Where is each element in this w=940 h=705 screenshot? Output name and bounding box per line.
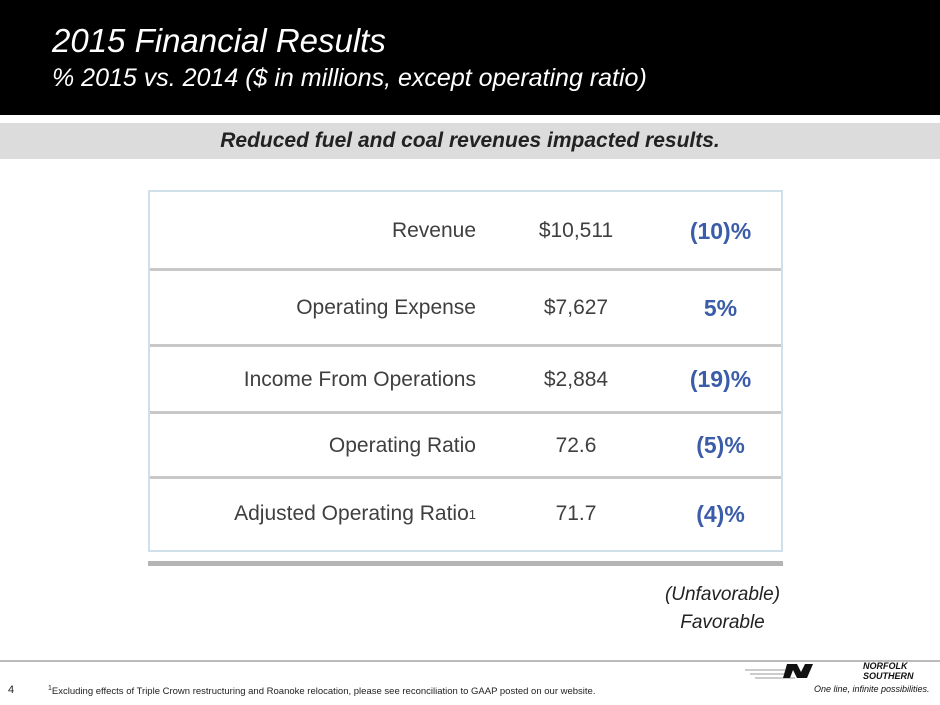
subtitle: % 2015 vs. 2014 ($ in millions, except o… (52, 64, 647, 92)
banner-text: Reduced fuel and coal revenues impacted … (220, 129, 720, 152)
table-row: Adjusted Operating Ratio 1 71.7 (4)% (150, 478, 781, 550)
banner (0, 123, 940, 159)
row-label: Revenue (150, 192, 476, 270)
row-change: 5% (703, 294, 738, 321)
row-label: Income From Operations (150, 346, 476, 413)
logo-name: NORFOLK SOUTHERN (863, 661, 914, 681)
row-change: (5)% (696, 432, 745, 458)
footnote-mark: 1 (468, 506, 476, 522)
row-separator (150, 476, 781, 479)
table-base (148, 561, 783, 566)
row-separator (150, 344, 781, 347)
row-separator (150, 411, 781, 414)
page-number: 4 (8, 684, 15, 696)
footnote-text: Excluding effects of Triple Crown restru… (51, 686, 596, 698)
title: 2015 Financial Results (52, 22, 386, 59)
legend-unfavorable: (Unfavorable) (664, 584, 781, 605)
label-text: Revenue (391, 219, 476, 242)
row-change: (19)% (689, 366, 752, 392)
footnote: 1Excluding effects of Triple Crown restr… (48, 685, 595, 697)
row-value: $2,884 (543, 367, 609, 391)
row-value: 72.6 (555, 433, 597, 457)
footer-line (0, 660, 940, 662)
row-value: $10,511 (538, 219, 614, 242)
header-band (0, 0, 940, 115)
row-label: Operating Ratio (150, 413, 476, 478)
label-text: Operating Ratio (328, 433, 476, 457)
table-row: Operating Ratio 72.6 (5)% (150, 413, 781, 478)
row-separator (150, 268, 781, 271)
logo-line: SOUTHERN (863, 671, 914, 681)
logo-line: NORFOLK (863, 661, 908, 671)
table-row: Revenue $10,511 (10)% (150, 192, 781, 270)
label-text: Operating Expense (296, 296, 476, 319)
row-value: 71.7 (555, 502, 597, 525)
table-row: Income From Operations $2,884 (19)% (150, 346, 781, 413)
logo-tagline: One line, infinite possibilities. (814, 684, 930, 694)
label-text: Adjusted Operating Ratio (234, 502, 469, 525)
row-label: Adjusted Operating Ratio 1 (150, 478, 476, 550)
row-value: $7,627 (543, 296, 609, 319)
results-table: Revenue $10,511 (10)% Operating Expense $7,6… (148, 190, 783, 552)
label-text: Income From Operations (243, 367, 476, 391)
table-row: Operating Expense $7,627 5% (150, 270, 781, 346)
row-change: (4)% (696, 500, 745, 527)
legend-favorable: Favorable (680, 612, 765, 633)
logo-graphic (745, 664, 813, 679)
row-change: (10)% (689, 217, 752, 244)
row-label: Operating Expense (150, 270, 476, 346)
footnote-mark: 1 (48, 685, 52, 692)
